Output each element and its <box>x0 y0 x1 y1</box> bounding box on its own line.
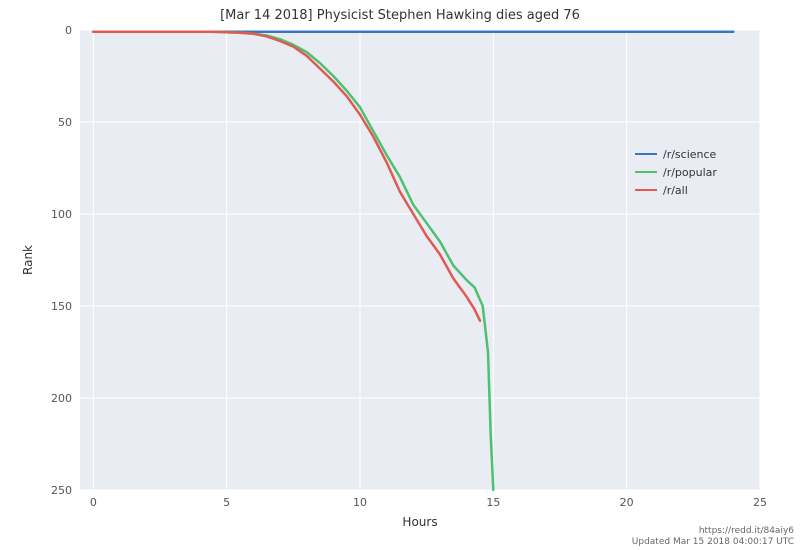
y-tick-label: 200 <box>51 392 72 405</box>
y-tick-label: 150 <box>51 300 72 313</box>
y-tick-label: 0 <box>65 24 72 37</box>
legend-swatch <box>635 189 657 192</box>
legend-label: /r/popular <box>663 166 717 179</box>
x-ticks: 0 5 10 15 20 25 <box>90 496 767 509</box>
x-tick-label: 15 <box>486 496 500 509</box>
y-axis-label: Rank <box>21 245 35 275</box>
legend-swatch <box>635 153 657 156</box>
legend-item: /r/popular <box>635 163 717 181</box>
footer-url: https://redd.it/84aiy6 <box>632 526 794 537</box>
legend-item: /r/science <box>635 145 717 163</box>
chart-container: [Mar 14 2018] Physicist Stephen Hawking … <box>0 0 800 550</box>
y-ticks: 0 50 100 150 200 250 <box>51 24 72 497</box>
series-line <box>93 32 480 321</box>
footer: https://redd.it/84aiy6 Updated Mar 15 20… <box>632 526 794 548</box>
x-tick-label: 20 <box>620 496 634 509</box>
series-group <box>93 32 733 490</box>
legend-swatch <box>635 171 657 174</box>
legend-item: /r/all <box>635 181 717 199</box>
y-tick-label: 250 <box>51 484 72 497</box>
series-line <box>93 32 493 490</box>
x-tick-label: 0 <box>90 496 97 509</box>
x-tick-label: 10 <box>353 496 367 509</box>
y-tick-label: 50 <box>58 116 72 129</box>
x-tick-label: 5 <box>223 496 230 509</box>
x-axis-label: Hours <box>402 515 437 529</box>
footer-updated: Updated Mar 15 2018 04:00:17 UTC <box>632 537 794 548</box>
chart-title: [Mar 14 2018] Physicist Stephen Hawking … <box>0 8 800 23</box>
legend: /r/science/r/popular/r/all <box>635 145 717 199</box>
legend-label: /r/science <box>663 148 716 161</box>
x-tick-label: 25 <box>753 496 767 509</box>
legend-label: /r/all <box>663 184 688 197</box>
grid <box>80 30 760 490</box>
plot-area: 0510152025 050100150200250 Hours Rank <box>80 30 760 490</box>
y-tick-label: 100 <box>51 208 72 221</box>
